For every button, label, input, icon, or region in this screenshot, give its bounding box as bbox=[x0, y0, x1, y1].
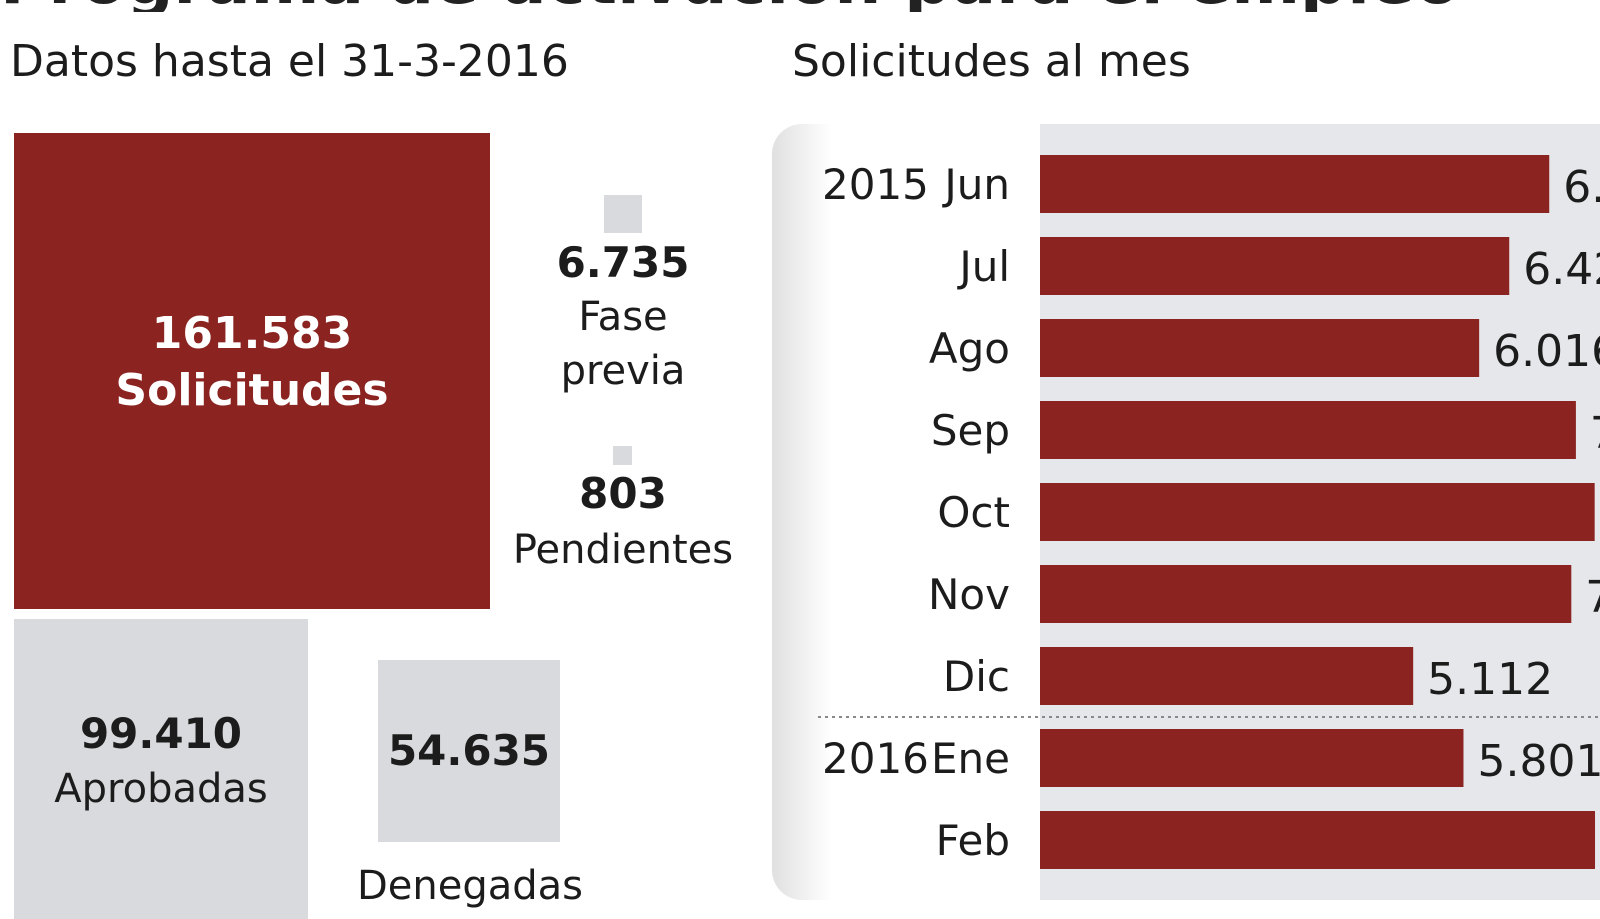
bar-dic bbox=[1040, 647, 1414, 705]
category-label-jul: Jul bbox=[956, 242, 1010, 291]
solicitudes-value: 161.583 bbox=[151, 308, 353, 359]
value-label-jun: 6.976 bbox=[1563, 162, 1600, 213]
chart-title: Solicitudes al mes bbox=[792, 36, 1191, 87]
year-label-2015: 2015 bbox=[822, 160, 929, 209]
value-label-ago: 6.016 bbox=[1493, 326, 1600, 377]
category-label-feb: Feb bbox=[936, 816, 1010, 865]
bar-ago bbox=[1040, 319, 1480, 377]
solicitudes-label: Solicitudes bbox=[115, 365, 389, 416]
category-label-sep: Sep bbox=[931, 406, 1010, 455]
bar-sep bbox=[1040, 401, 1576, 459]
title-band: Programa de activación para el empleo bbox=[0, 0, 1600, 12]
value-label-nov: 7.278 bbox=[1585, 572, 1600, 623]
value-label-ene: 5.801 bbox=[1477, 736, 1600, 787]
year-label-2016: 2016 bbox=[822, 734, 929, 783]
value-label-jul: 6.428 bbox=[1523, 244, 1600, 295]
pendientes-square bbox=[613, 446, 632, 465]
fase-previa-block: 6.735 Fase previa bbox=[500, 236, 746, 398]
fase-previa-square bbox=[604, 195, 642, 233]
value-label-sep: 7.341 bbox=[1590, 408, 1600, 459]
aprobadas-value: 99.410 bbox=[79, 709, 243, 758]
bar-feb bbox=[1040, 811, 1596, 869]
denegadas-box: 54.635 bbox=[378, 660, 560, 842]
solicitudes-box: 161.583 Solicitudes bbox=[14, 133, 490, 609]
bar-oct bbox=[1040, 483, 1595, 541]
category-label-ene: Ene bbox=[931, 734, 1010, 783]
pendientes-value: 803 bbox=[579, 469, 667, 518]
category-label-ago: Ago bbox=[929, 324, 1010, 373]
bar-jun bbox=[1040, 155, 1550, 213]
bar-ene bbox=[1040, 729, 1464, 787]
bar-nov bbox=[1040, 565, 1572, 623]
category-label-nov: Nov bbox=[928, 570, 1010, 619]
fase-previa-value: 6.735 bbox=[556, 238, 690, 287]
pendientes-block: 803 Pendientes bbox=[495, 466, 751, 578]
aprobadas-box: 99.410 Aprobadas bbox=[14, 619, 308, 919]
value-label-dic: 5.112 bbox=[1427, 654, 1553, 705]
left-subtitle: Datos hasta el 31-3-2016 bbox=[10, 36, 569, 87]
pendientes-label: Pendientes bbox=[512, 527, 734, 573]
aprobadas-label: Aprobadas bbox=[54, 766, 268, 812]
page-title: Programa de activación para el empleo bbox=[0, 0, 1460, 12]
panel-shadow bbox=[772, 124, 832, 900]
category-label-dic: Dic bbox=[943, 652, 1010, 701]
denegadas-value: 54.635 bbox=[387, 726, 551, 775]
fase-previa-label-1: Fase bbox=[578, 294, 668, 340]
bar-jul bbox=[1040, 237, 1510, 295]
category-label-oct: Oct bbox=[937, 488, 1010, 537]
category-label-jun: Jun bbox=[941, 160, 1010, 209]
fase-previa-label-2: previa bbox=[560, 348, 686, 394]
